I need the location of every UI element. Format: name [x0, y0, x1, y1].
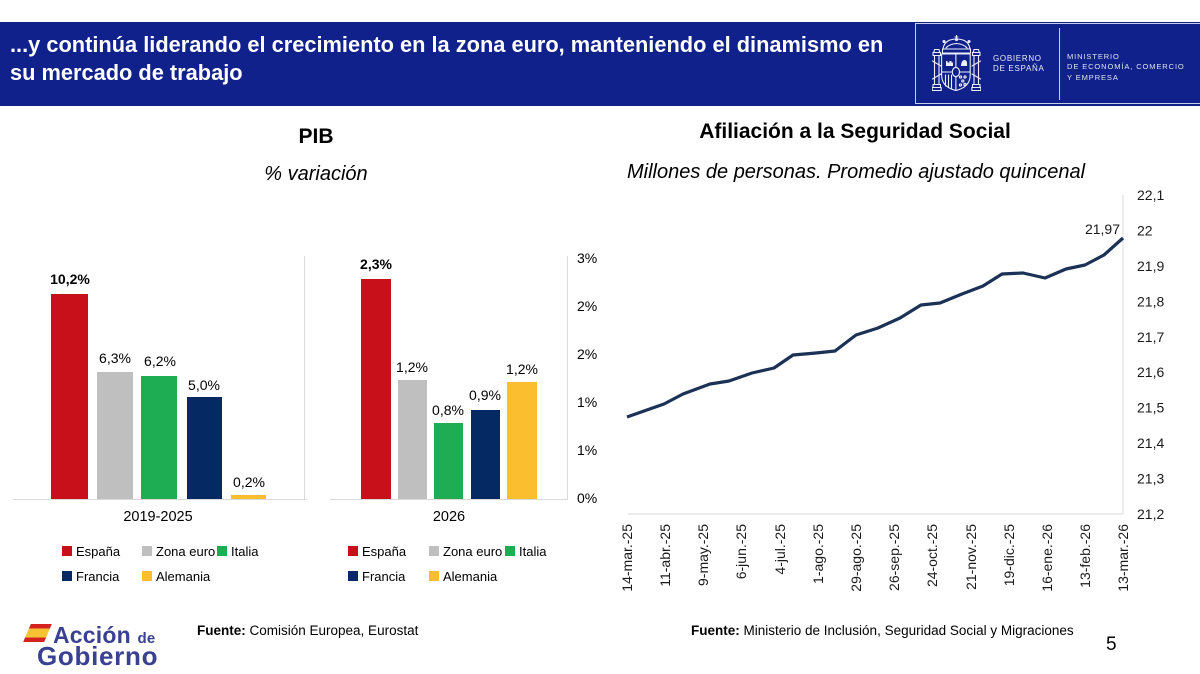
svg-text:24-oct.-25: 24-oct.-25 — [924, 524, 940, 587]
svg-text:22: 22 — [1137, 222, 1153, 238]
svg-text:21,97: 21,97 — [1085, 221, 1120, 237]
svg-text:21,6: 21,6 — [1137, 364, 1164, 380]
svg-text:13-mar.-26: 13-mar.-26 — [1115, 524, 1131, 592]
svg-text:29-ago.-25: 29-ago.-25 — [848, 524, 864, 592]
svg-text:9-may.-25: 9-may.-25 — [695, 524, 711, 586]
svg-text:22,1: 22,1 — [1137, 187, 1164, 203]
svg-text:4-jul.-25: 4-jul.-25 — [772, 524, 788, 575]
svg-text:26-sep.-25: 26-sep.-25 — [886, 524, 902, 591]
svg-text:21,3: 21,3 — [1137, 471, 1164, 487]
svg-text:21,5: 21,5 — [1137, 400, 1164, 416]
svg-text:21,4: 21,4 — [1137, 435, 1164, 451]
svg-text:21,9: 21,9 — [1137, 258, 1164, 274]
svg-text:14-mar.-25: 14-mar.-25 — [619, 524, 635, 592]
svg-text:21,8: 21,8 — [1137, 293, 1164, 309]
svg-text:19-dic.-25: 19-dic.-25 — [1001, 524, 1017, 586]
svg-text:1-ago.-25: 1-ago.-25 — [810, 524, 826, 584]
svg-text:21,2: 21,2 — [1137, 506, 1164, 522]
svg-text:11-abr.-25: 11-abr.-25 — [657, 524, 673, 587]
svg-text:21-nov.-25: 21-nov.-25 — [963, 524, 979, 590]
svg-text:6-jun.-25: 6-jun.-25 — [733, 524, 749, 579]
svg-text:21,7: 21,7 — [1137, 329, 1164, 345]
svg-text:16-ene.-26: 16-ene.-26 — [1039, 524, 1055, 592]
svg-text:13-feb.-26: 13-feb.-26 — [1077, 524, 1093, 588]
